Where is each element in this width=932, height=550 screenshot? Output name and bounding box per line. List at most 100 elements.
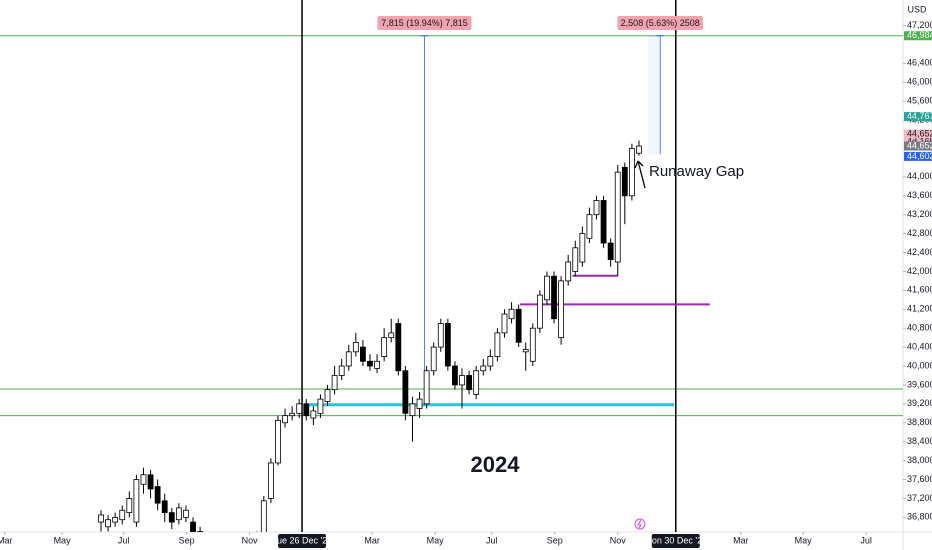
price-label-bg: [904, 31, 932, 41]
candle-body: [423, 370, 430, 405]
measure-area: [648, 35, 661, 155]
candle-body: [636, 145, 642, 154]
candle-body: [388, 332, 395, 339]
arrow: [634, 160, 646, 189]
candle-body: [183, 509, 189, 518]
candle-body: [466, 375, 472, 391]
y-tick-label: 46,400: [907, 58, 932, 68]
y-tick-label: 38,400: [907, 436, 932, 446]
x-tick-label: Mar: [733, 535, 749, 545]
candle-body: [374, 360, 380, 369]
candle-body: [558, 280, 565, 339]
y-tick-label: 43,600: [907, 190, 932, 200]
candle-body: [572, 247, 579, 272]
y-tick-label: 43,200: [907, 209, 932, 219]
candle-body: [310, 410, 317, 419]
candle-body: [508, 308, 515, 320]
x-tick-label: May: [427, 535, 445, 545]
candle-body: [381, 337, 388, 357]
measure-label: 7,815 (19.94%) 7,815: [381, 18, 468, 28]
candle-body: [487, 356, 494, 367]
y-tick-label: 46,000: [907, 77, 932, 87]
currency: USD: [907, 4, 927, 14]
candle-body: [331, 375, 338, 391]
y-tick-label: 40,800: [907, 323, 932, 333]
candle-body: [345, 351, 352, 367]
candle-body: [444, 323, 451, 367]
y-tick-label: 37,600: [907, 474, 932, 484]
candle-body: [515, 308, 522, 343]
candle-body: [98, 514, 104, 523]
x-tick-label: Mar: [0, 535, 12, 545]
candle-body: [112, 516, 119, 523]
event-icon[interactable]: [634, 518, 646, 530]
annotation: 2024: [471, 452, 521, 477]
x-tick-label: Jul: [486, 535, 498, 545]
candle-body: [296, 403, 303, 414]
candle-body: [473, 370, 480, 395]
y-tick-label: 42,800: [907, 228, 932, 238]
price-label: 44,602: [907, 151, 932, 161]
candle-body: [119, 509, 126, 521]
measure-label: 2,508 (5.63%) 2508: [621, 18, 700, 28]
x-tick-label: Tue 26 Dec '23: [272, 535, 332, 545]
y-tick-label: 42,000: [907, 266, 932, 276]
price-label-bg: [904, 141, 932, 151]
x-tick-label: Nov: [610, 535, 627, 545]
candle-body: [395, 323, 402, 372]
y-tick-label: 38,800: [907, 417, 932, 427]
candle-body: [621, 167, 628, 197]
y-tick-label: 37,200: [907, 493, 932, 503]
candle-body: [579, 233, 586, 263]
candle-body: [260, 500, 267, 532]
y-tick-label: 44,000: [907, 171, 932, 181]
y-tick-label: 41,600: [907, 285, 932, 295]
candle-body: [494, 332, 501, 357]
candle-body: [267, 462, 274, 499]
candle-body: [402, 370, 409, 414]
candle-body: [544, 275, 550, 301]
candle-body: [480, 365, 487, 372]
candle-body: [565, 261, 572, 282]
candle-body: [551, 275, 557, 320]
candle-body: [303, 403, 310, 417]
candle-body: [628, 148, 635, 197]
candle-body: [282, 415, 288, 424]
x-tick-label: Nov: [242, 535, 259, 545]
price-label-bg: [904, 112, 932, 122]
annotation: Runaway Gap: [649, 163, 744, 180]
x-tick-badge: [278, 534, 327, 548]
candle-body: [190, 521, 196, 532]
measure-badge: [617, 16, 703, 30]
y-tick-label: 40,400: [907, 341, 932, 351]
x-tick-label: Mar: [364, 535, 380, 545]
candle-body: [607, 242, 614, 261]
candle-body: [437, 323, 444, 348]
candle-body: [175, 507, 182, 521]
candle-body: [416, 398, 423, 409]
y-tick-label: 40,000: [907, 360, 932, 370]
y-tick-label: 38,000: [907, 455, 932, 465]
price-label: 44,652: [907, 140, 932, 150]
candle-body: [367, 360, 373, 367]
price-label-sub: 4d 16h: [907, 136, 932, 146]
price-label: 44,767: [907, 111, 932, 121]
x-tick-label: May: [54, 535, 72, 545]
candle-body: [317, 398, 324, 414]
candle-body: [126, 498, 133, 514]
candle-body: [529, 327, 536, 362]
candle-body: [352, 341, 359, 353]
candle-body: [289, 412, 296, 417]
candle-body: [197, 531, 204, 532]
candle-body: [501, 313, 508, 334]
y-tick-label: 45,600: [907, 96, 932, 106]
measure-badge: [377, 16, 472, 30]
candle-body: [275, 419, 281, 464]
y-tick-label: 36,800: [907, 512, 932, 522]
axes: 36,800 37,200 37,600 38,000 38,400 38,800 39,2…: [0, 16, 932, 548]
x-tick-label: Jul: [118, 535, 130, 545]
x-tick-label: Mon 30 Dec '24: [644, 535, 707, 545]
candle-body: [586, 214, 593, 239]
